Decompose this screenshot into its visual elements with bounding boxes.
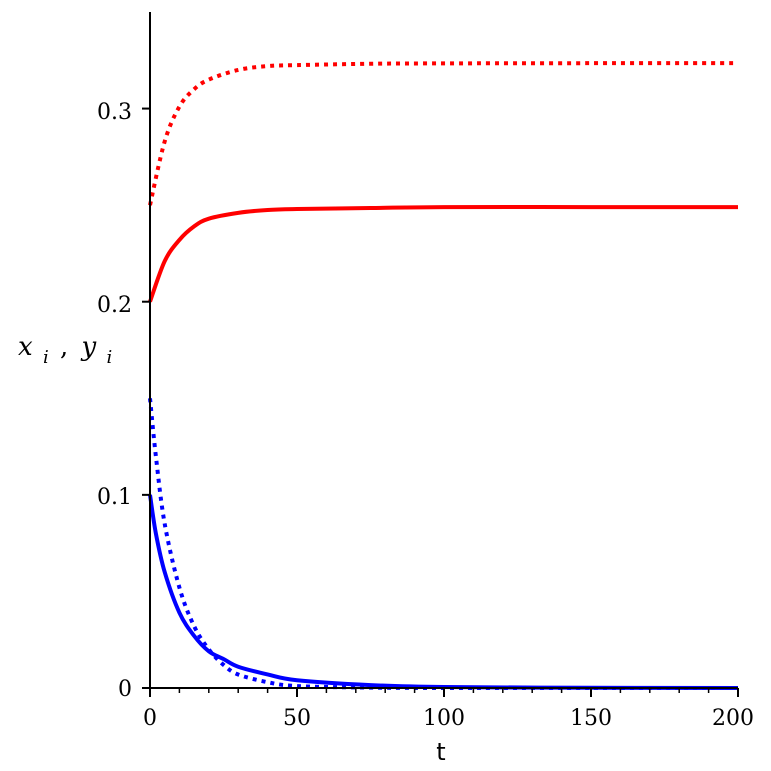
x-tick-labels: 0 50 100 150 200 [143,706,754,731]
x-tick-label: 0 [143,706,157,731]
series-line-1 [148,61,739,206]
y-axis-title-subscript: i [43,347,49,368]
y-tick-label: 0.2 [97,293,132,318]
lines-layer [148,61,739,691]
svg-text:x i , y: x i , y i [18,332,112,370]
ticks-layer [142,107,739,697]
y-axis-title-subscript: i [106,347,112,368]
y-axis-title-x: x [18,332,33,362]
y-axis-title: x i , y i [18,332,112,370]
x-tick-label: 200 [712,706,754,731]
y-tick-label: 0.1 [97,485,132,510]
y-tick-label: 0 [118,677,132,702]
x-tick-label: 50 [283,706,311,731]
x-tick-label: 150 [570,706,612,731]
series-line-4 [148,398,738,691]
y-axis-title-separator: , [60,332,68,362]
y-tick-label: 0.3 [97,100,132,125]
series-line-3 [148,494,739,690]
y-axis-title-y: y [81,332,97,362]
x-tick-label: 100 [423,706,465,731]
y-tick-labels: 0 0.1 0.2 0.3 [97,100,132,702]
series-line-2 [148,204,738,303]
x-axis-title: t [436,738,445,766]
